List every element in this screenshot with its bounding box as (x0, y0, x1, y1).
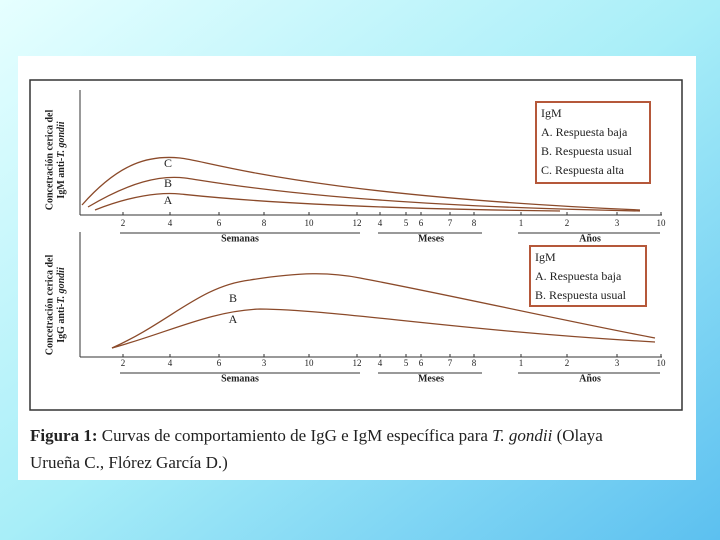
x-tick-label: 8 (472, 358, 477, 368)
legend-title: IgM (541, 106, 562, 120)
legend-item: B. Respuesta usual (541, 144, 633, 158)
x-tick-label: 12 (353, 218, 362, 228)
caption-text: Curvas de comportamiento de IgG e IgM es… (102, 426, 489, 445)
legend-item: A. Respuesta baja (535, 269, 622, 283)
x-tick-label: 2 (565, 358, 570, 368)
group-label: Meses (418, 373, 444, 384)
curve (111, 273, 656, 349)
group-label: Semanas (221, 373, 259, 384)
curve-label: C (164, 156, 172, 170)
x-tick-label: 10 (305, 218, 315, 228)
caption-label: Figura 1: (30, 426, 98, 445)
x-tick-label: 7 (448, 218, 453, 228)
x-tick-label: 4 (168, 218, 173, 228)
legend-box (535, 101, 651, 184)
curve-label: A (164, 193, 173, 207)
y-label: Concetración cerica del IgG anti-T. gondi… (44, 255, 67, 356)
x-tick-label: 5 (404, 358, 409, 368)
curve-label: B (164, 176, 172, 190)
x-tick-label: 10 (305, 358, 315, 368)
x-tick-label: 2 (565, 218, 570, 228)
x-tick-label: 3 (262, 358, 267, 368)
y-label: Concetración cerica del IgM anti-T. gondi… (44, 110, 67, 211)
x-tick-label: 10 (657, 218, 667, 228)
y-label-part: T. gondii (56, 121, 67, 158)
legend-title: IgM (535, 250, 556, 264)
curve (81, 156, 641, 211)
caption: Figura 1: Curvas de comportamiento de Ig… (30, 426, 603, 445)
x-tick-label: 1 (519, 218, 524, 228)
group-label: Meses (418, 233, 444, 244)
legend-box (529, 245, 647, 307)
caption-italic: T. gondii (492, 426, 552, 445)
caption-line: Urueña C., Flórez García D.) (30, 453, 228, 472)
group-label: Semanas (221, 233, 259, 244)
y-label-line: Concetración cerica del (44, 255, 55, 356)
y-label-part: IgM anti- (56, 158, 67, 199)
x-tick-label: 5 (404, 218, 409, 228)
x-tick-label: 8 (262, 218, 267, 228)
x-tick-label: 10 (657, 358, 667, 368)
x-tick-label: 6 (217, 218, 222, 228)
x-tick-label: 6 (217, 358, 222, 368)
x-tick-label: 8 (472, 218, 477, 228)
x-tick-label: 3 (615, 358, 620, 368)
y-label-line: IgG anti-T. gondii (56, 267, 67, 343)
x-tick-label: 6 (419, 358, 424, 368)
legend-item: C. Respuesta alta (541, 163, 625, 177)
group-label: Años (579, 373, 601, 384)
legend-item: B. Respuesta usual (535, 288, 627, 302)
x-tick-label: 7 (448, 358, 453, 368)
legend-item: A. Respuesta baja (541, 125, 628, 139)
x-tick-label: 6 (419, 218, 424, 228)
y-label-line: Concetración cerica del (44, 110, 55, 211)
x-tick-label: 4 (168, 358, 173, 368)
caption-text: (Olaya (557, 426, 604, 445)
group-label: Años (579, 233, 601, 244)
y-label-part: T. gondii (56, 267, 67, 304)
curve (87, 176, 641, 212)
x-tick-label: 2 (121, 218, 126, 228)
x-tick-label: 2 (121, 358, 126, 368)
x-tick-label: 4 (378, 358, 383, 368)
curve (111, 308, 656, 349)
curve-label: B (229, 291, 237, 305)
y-label-part: IgG anti- (56, 304, 67, 343)
x-tick-label: 1 (519, 358, 524, 368)
y-label-line: IgM anti-T. gondii (56, 121, 67, 198)
x-tick-label: 3 (615, 218, 620, 228)
curve-label: A (229, 312, 238, 326)
x-tick-label: 4 (378, 218, 383, 228)
curve (94, 192, 561, 212)
x-tick-label: 12 (353, 358, 362, 368)
